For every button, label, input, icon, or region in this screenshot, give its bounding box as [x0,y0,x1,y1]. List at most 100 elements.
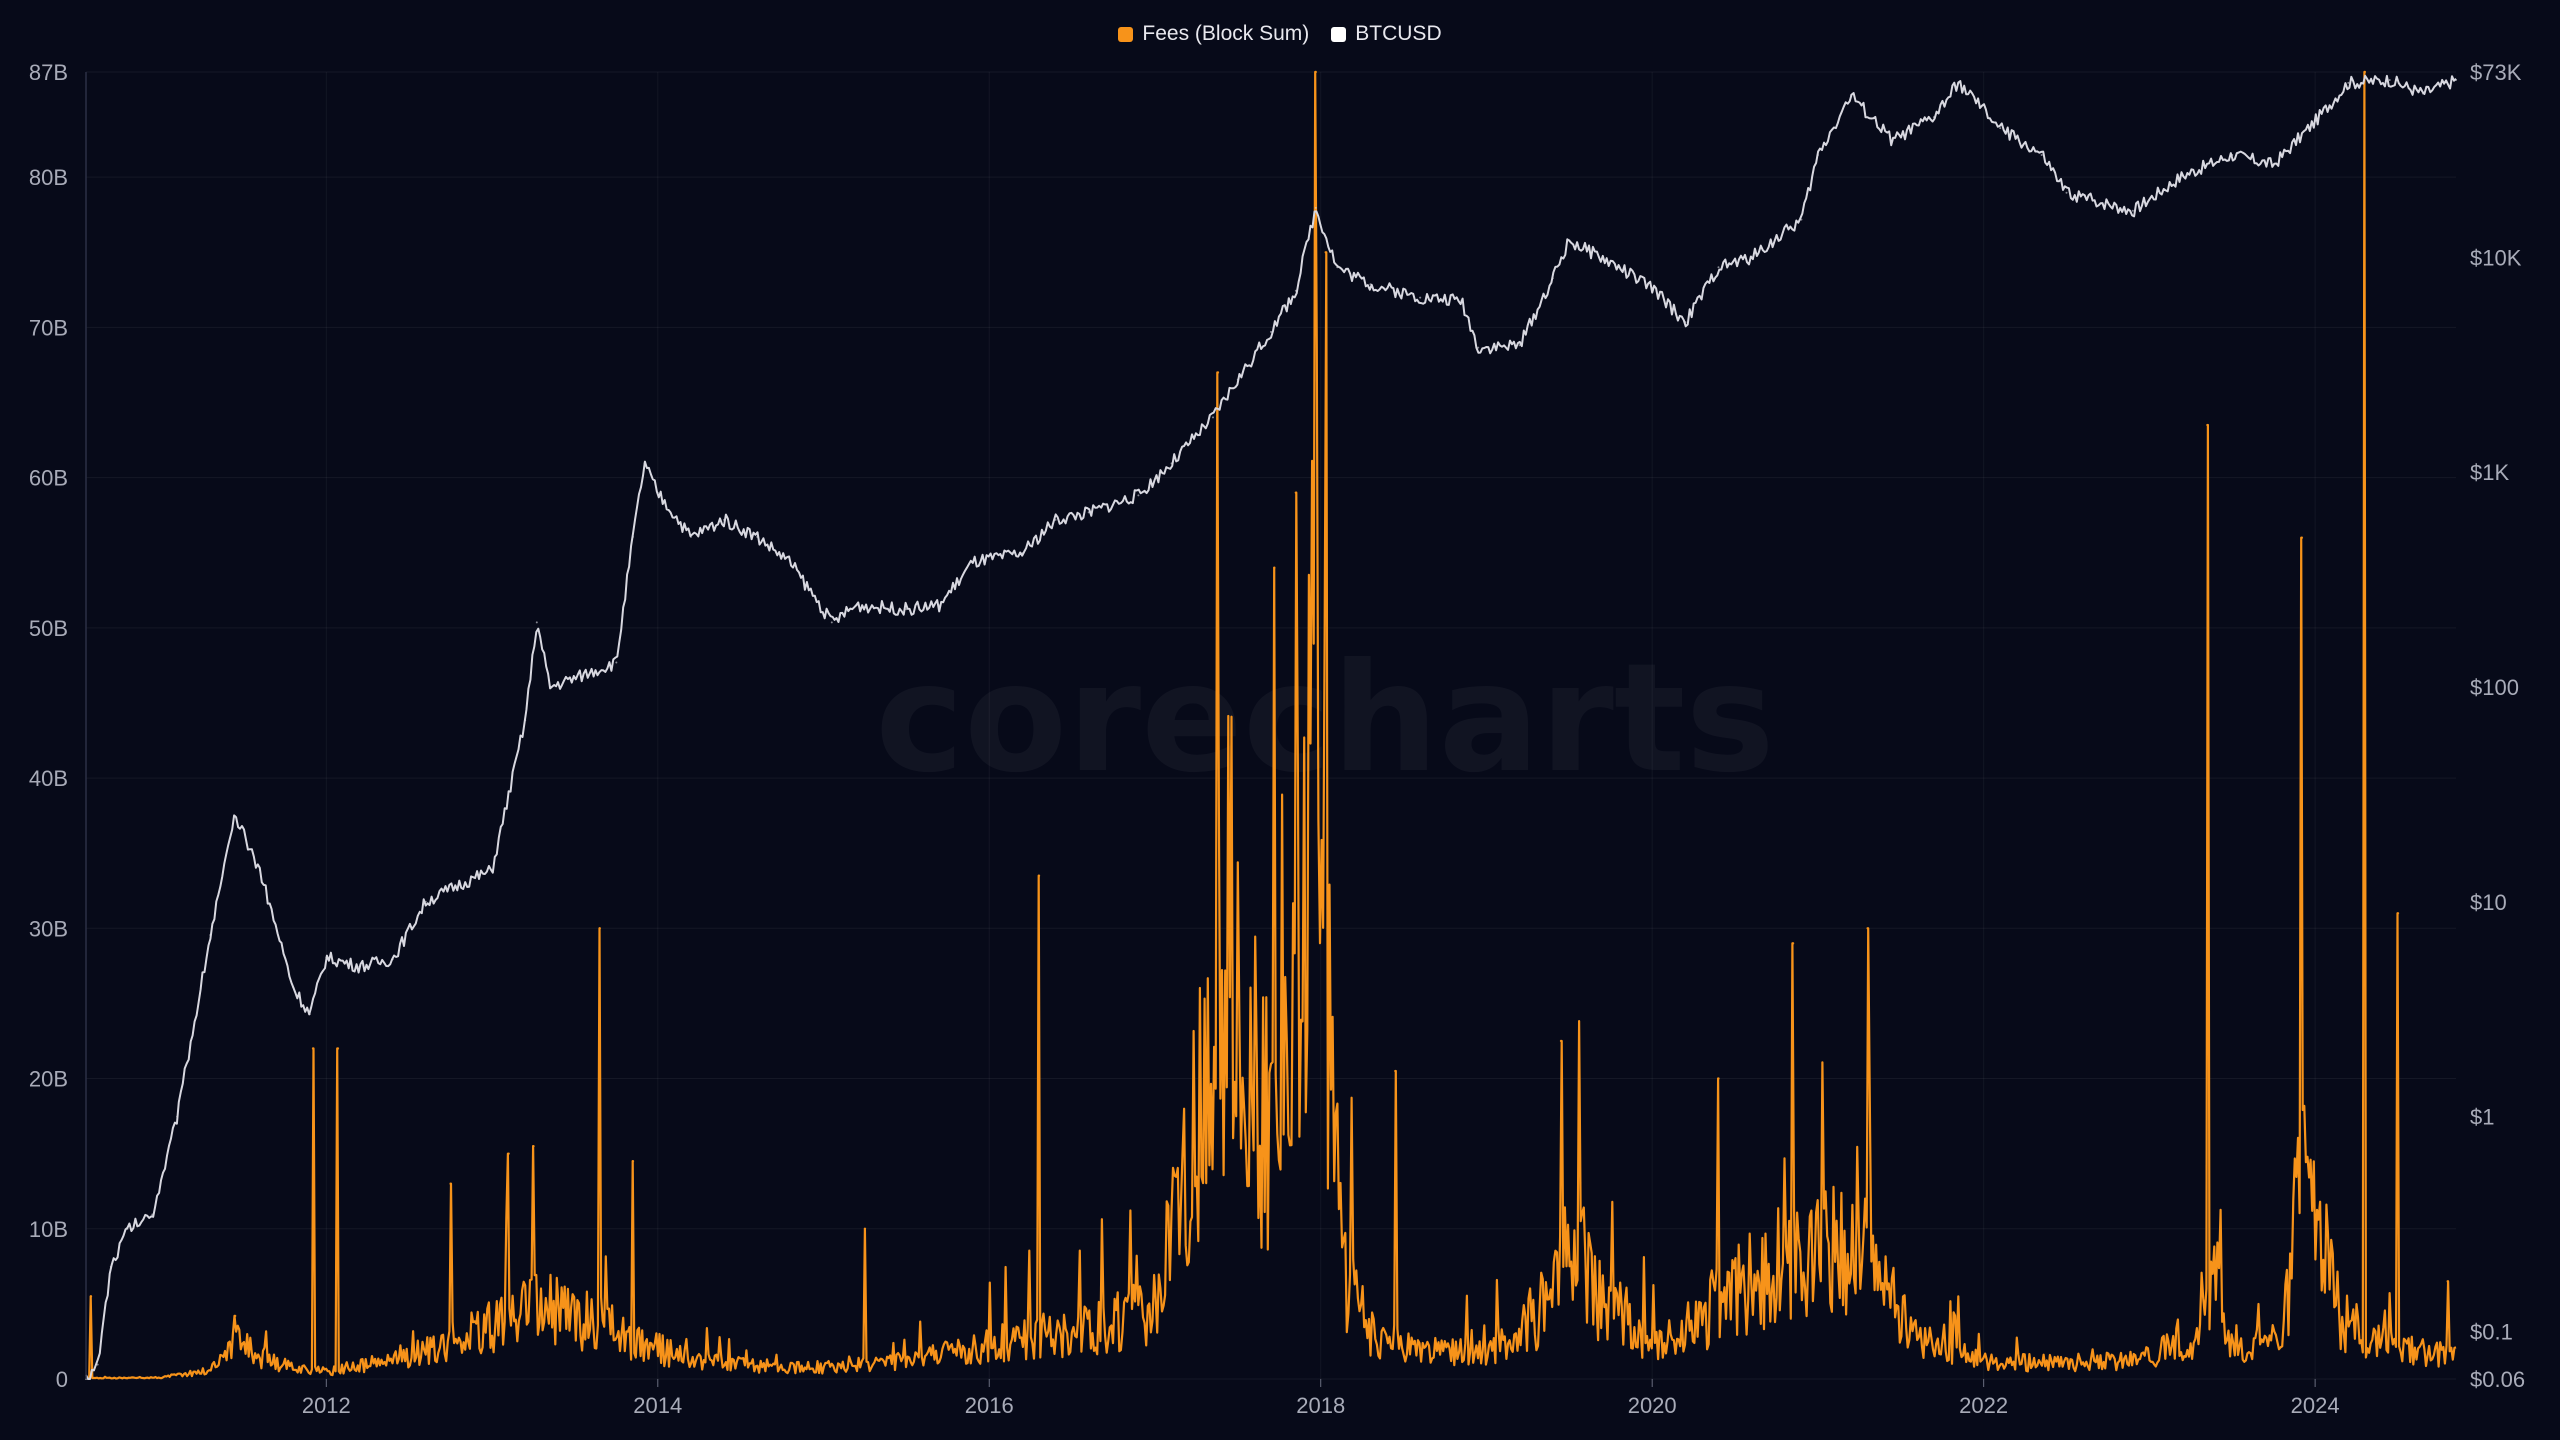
fees-spike-point [1037,874,1041,877]
btcusd-point [723,518,726,521]
x-tick-label: 2018 [1296,1393,1345,1418]
fees-spike-point [1791,942,1795,945]
x-tick-label: 2020 [1628,1393,1677,1418]
btcusd-point [573,677,576,680]
fees-series [85,70,2457,1380]
y-right-tick-label: $10 [2470,890,2507,915]
legend-item-fees[interactable]: Fees (Block Sum) [1118,22,1309,46]
y-left-tick-label: 20B [29,1067,68,1092]
x-axis: 2012 2014 2016 2018 2020 2022 2024 [302,1379,2340,1418]
btcusd-point [1477,346,1480,349]
btcusd-point [656,492,659,495]
y-axis-left: 0 10B 20B 30B 40B 50B 60B 70B 80B 87B [29,60,87,1392]
btcusd-point [1957,81,1960,84]
btcusd-line [85,74,2457,1380]
btcusd-point [259,869,262,872]
fees-spike-point [1273,566,1276,569]
btcusd-point [176,1115,179,1118]
btcusd-point [905,608,908,611]
fees-spike-point [1394,1069,1397,1073]
y-right-tick-label: $1K [2470,460,2509,485]
btcusd-point [2421,92,2424,95]
fees-spike-point [233,1314,237,1318]
btcusd-point [1054,518,1057,521]
btcusd-point [209,934,212,937]
btcusd-point [424,900,427,903]
y-left-tick-label: 30B [29,916,68,941]
btcusd-point [1717,266,1720,269]
btcusd-point [2272,163,2275,166]
y-right-tick-label: $73K [2470,60,2522,85]
btcusd-point [689,535,692,538]
btcusd-point [756,535,759,538]
fees-spike-point [1216,371,1220,374]
btcusd-point [1170,462,1173,465]
x-tick-label: 2022 [1959,1393,2008,1418]
btcusd-point [1684,321,1687,324]
btcusd-point [524,719,527,722]
btcusd-point [2231,153,2234,156]
btcusd-point [292,986,295,989]
btcusd-point [1891,139,1894,142]
fees-spike-point [1717,1077,1720,1080]
chart-legend: Fees (Block Sum) BTCUSD [0,22,2560,46]
fees-spike-point [1324,251,1327,254]
x-tick-label: 2016 [965,1393,1014,1418]
btcusd-point [1369,283,1372,286]
fees-spike-point [1559,1039,1563,1043]
btcusd-point [1314,206,1317,209]
btcusd-point [1294,289,1297,292]
btcusd-point [1270,330,1272,333]
btcusd-point [96,1363,99,1366]
btcusd-point [1568,239,1571,242]
fees-spike-point [336,1047,340,1050]
btcusd-point [2040,153,2043,156]
legend-swatch-fees [1118,26,1134,42]
legend-item-btcusd[interactable]: BTCUSD [1331,22,1442,46]
btcusd-point [1460,299,1463,302]
fees-spike-point [863,1227,867,1230]
btcusd-point [938,604,941,607]
btcusd-point [1850,94,1853,97]
fees-spike-point [507,1152,510,1155]
btcusd-point [1618,266,1621,269]
btcusd-point [1932,116,1935,119]
y-left-tick-label: 40B [29,766,68,791]
btcusd-point [1236,378,1239,381]
fees-spike-point [2206,423,2209,427]
btcusd-point [1816,153,1819,156]
btcusd-point [2065,191,2068,194]
y-left-tick-label: 80B [29,165,68,190]
btcusd-point [234,815,237,818]
y-right-tick-label: $100 [2470,675,2519,700]
btcusd-point [358,965,361,968]
fees-spike-point [2396,912,2400,915]
btcusd-point [1551,277,1554,280]
fees-spike-point [89,1295,93,1298]
legend-swatch-btcusd [1331,26,1347,42]
x-tick-label: 2024 [2291,1393,2340,1418]
btcusd-point [2314,120,2317,123]
btcusd-point [151,1213,154,1216]
fees-spike-point [2300,536,2304,539]
btcusd-point [1336,266,1339,269]
btcusd-point [830,621,833,624]
btcusd-point [308,1013,311,1016]
y-axis-right: $0.06 $0.1 $1 $10 $100 $1K $10K $73K [2470,60,2525,1392]
btcusd-point [325,956,328,959]
btcusd-series [85,74,2457,1380]
fees-spike-point [311,1047,315,1050]
btcusd-point [126,1227,129,1230]
fees-spike-point [1866,927,1869,930]
btcusd-point [1087,511,1090,514]
y-left-tick-label: 60B [29,466,68,491]
btcusd-point [491,869,494,872]
fees-spike-point [598,927,601,930]
fees-spike-point [1314,70,1317,74]
btcusd-point [1800,218,1803,221]
btcusd-point [1651,287,1654,290]
btcusd-point [615,661,618,664]
y-left-tick-label: 87B [29,60,68,85]
